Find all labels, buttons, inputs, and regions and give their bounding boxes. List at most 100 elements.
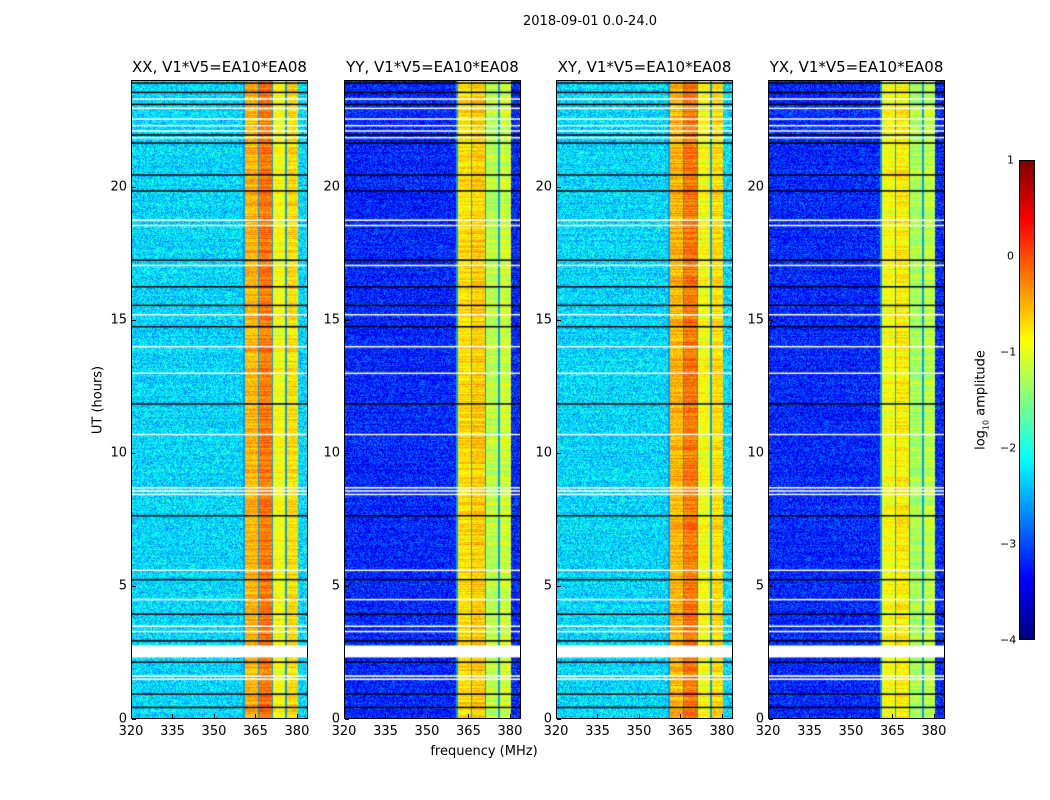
x-tick-label: 335 (797, 724, 822, 739)
y-tick-mark (345, 719, 349, 720)
y-tick-label: 5 (118, 578, 127, 594)
spectrogram-panel-yx (768, 80, 945, 719)
y-tick-label: 15 (747, 312, 764, 328)
x-tick-mark (468, 714, 470, 718)
y-tick-mark (769, 452, 773, 454)
colorbar-tick-label: −1 (1000, 345, 1017, 359)
x-tick-mark (680, 714, 682, 718)
x-tick-label: 320 (118, 724, 144, 739)
y-tick-label: 15 (110, 312, 127, 328)
x-tick-label: 365 (668, 724, 693, 739)
x-tick-mark (172, 714, 174, 718)
y-tick-label: 10 (323, 445, 340, 461)
y-tick-label: 10 (110, 445, 127, 461)
x-tick-label: 380 (497, 724, 523, 739)
x-tick-mark (131, 714, 132, 718)
y-tick-label: 10 (535, 445, 552, 461)
x-tick-label: 335 (585, 724, 610, 739)
y-tick-label: 10 (747, 445, 764, 461)
y-tick-mark (557, 186, 561, 188)
heatmap-image (132, 81, 307, 718)
x-tick-mark (933, 714, 935, 718)
y-tick-label: 20 (535, 179, 552, 194)
figure-title: 2018-09-01 0.0-24.0 (523, 14, 657, 29)
x-tick-mark (296, 714, 298, 718)
y-tick-mark (345, 319, 349, 321)
x-tick-label: 380 (709, 724, 735, 739)
x-tick-label: 320 (755, 724, 781, 739)
x-tick-mark (385, 714, 387, 718)
x-tick-mark (892, 714, 894, 718)
y-tick-mark (557, 719, 561, 720)
x-axis-label: frequency (MHz) (430, 744, 538, 759)
x-tick-mark (768, 714, 769, 718)
y-tick-mark (132, 719, 136, 720)
y-tick-mark (345, 186, 349, 188)
x-tick-label: 335 (373, 724, 398, 739)
colorbar-tick-label: −3 (1000, 537, 1017, 551)
spectrogram-panel-xy (556, 80, 733, 719)
y-tick-mark (132, 186, 136, 188)
x-tick-label: 320 (543, 724, 569, 739)
y-tick-label: 15 (535, 312, 552, 328)
colorbar-label: log10 amplitude (973, 350, 991, 450)
y-tick-label: 5 (331, 578, 340, 594)
y-tick-label: 5 (755, 578, 764, 594)
heatmap-image (345, 81, 520, 718)
x-tick-mark (850, 714, 852, 718)
x-tick-label: 380 (921, 724, 947, 739)
colorbar-tick-label: −4 (1000, 633, 1017, 647)
y-tick-mark (769, 585, 773, 587)
y-tick-label: 15 (323, 312, 340, 328)
colorbar-tick-label: −2 (1000, 441, 1017, 455)
spectrogram-panel-yy (344, 80, 521, 719)
x-tick-label: 380 (284, 724, 310, 739)
x-tick-label: 350 (201, 724, 227, 739)
y-tick-label: 20 (110, 179, 127, 194)
spectrogram-panel-xx (131, 80, 308, 719)
y-tick-mark (769, 186, 773, 188)
y-tick-mark (132, 452, 136, 454)
heatmap-image (557, 81, 732, 718)
x-tick-label: 350 (626, 724, 652, 739)
y-tick-mark (132, 319, 136, 321)
y-tick-label: 20 (323, 179, 340, 194)
y-tick-label: 0 (543, 711, 552, 727)
x-tick-mark (597, 714, 599, 718)
colorbar-tick-label: 0 (1007, 249, 1014, 263)
y-tick-label: 5 (543, 578, 552, 594)
x-tick-mark (255, 714, 257, 718)
y-tick-mark (557, 319, 561, 321)
x-tick-label: 365 (243, 724, 268, 739)
y-tick-label: 0 (118, 711, 127, 727)
x-tick-mark (426, 714, 428, 718)
x-tick-mark (344, 714, 345, 718)
x-tick-label: 365 (880, 724, 905, 739)
y-tick-label: 0 (331, 711, 340, 727)
x-tick-mark (213, 714, 215, 718)
panel-title: XY, V1*V5=EA10*EA08 (557, 58, 732, 76)
x-tick-label: 335 (160, 724, 185, 739)
panel-title: YY, V1*V5=EA10*EA08 (346, 58, 519, 76)
x-tick-mark (809, 714, 811, 718)
x-tick-label: 350 (838, 724, 864, 739)
y-tick-mark (345, 452, 349, 454)
y-tick-mark (345, 585, 349, 587)
heatmap-image (769, 81, 944, 718)
x-tick-label: 365 (456, 724, 481, 739)
y-tick-label: 20 (747, 179, 764, 194)
y-tick-mark (769, 319, 773, 321)
y-tick-label: 0 (755, 711, 764, 727)
x-tick-mark (509, 714, 511, 718)
x-tick-mark (638, 714, 640, 718)
colorbar-tick-label: 1 (1007, 153, 1014, 167)
panel-title: XX, V1*V5=EA10*EA08 (132, 58, 307, 76)
x-tick-label: 350 (414, 724, 440, 739)
y-tick-mark (769, 719, 773, 720)
x-tick-label: 320 (331, 724, 357, 739)
y-axis-label: UT (hours) (90, 365, 106, 435)
panel-title: YX, V1*V5=EA10*EA08 (769, 58, 944, 76)
x-tick-mark (556, 714, 557, 718)
x-tick-mark (721, 714, 723, 718)
